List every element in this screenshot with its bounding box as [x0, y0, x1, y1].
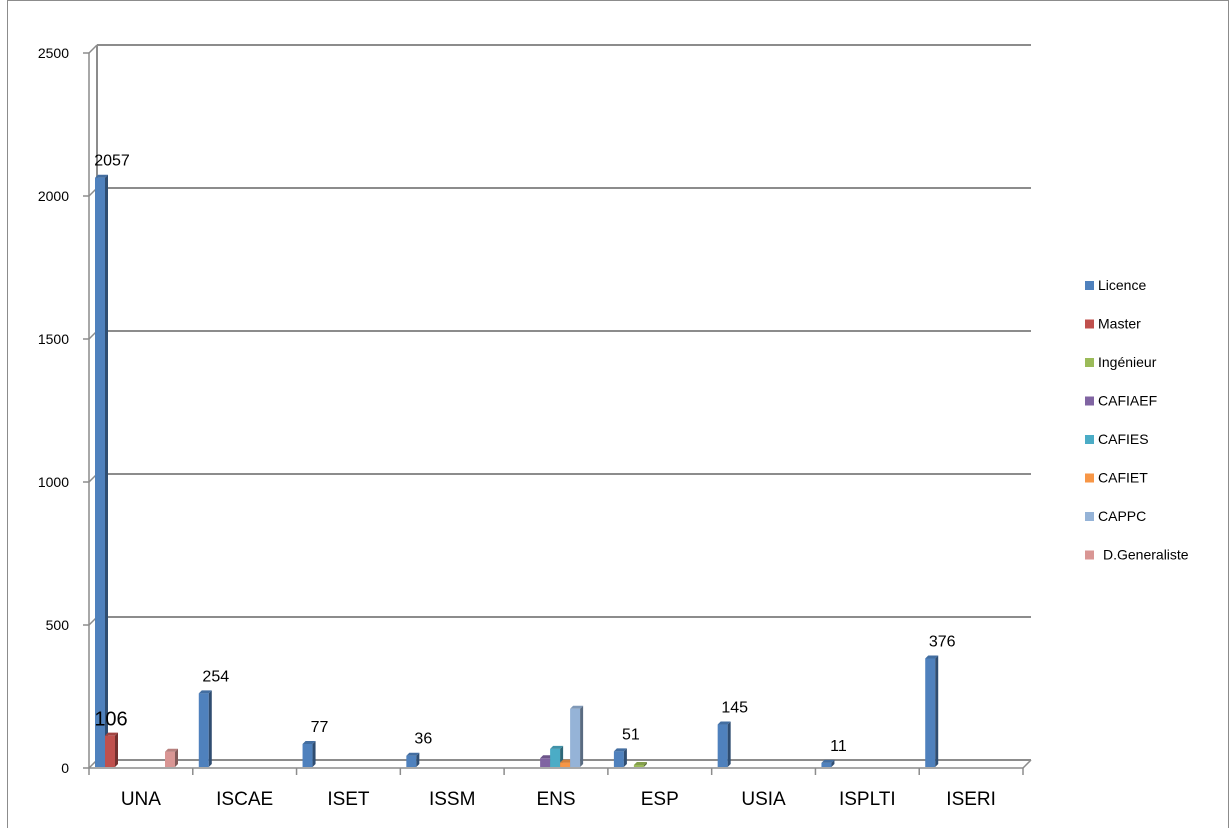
bar-top — [406, 752, 420, 756]
bar-side — [580, 705, 584, 767]
bar-side — [208, 690, 212, 767]
y-tick-label: 1000 — [38, 474, 69, 490]
legend-swatch — [1085, 550, 1094, 560]
legend-label: Master — [1098, 316, 1141, 332]
bar-top — [165, 748, 178, 752]
bar-top — [95, 174, 108, 178]
legend-swatch — [1085, 396, 1094, 406]
data-label: 376 — [929, 633, 956, 650]
legend-swatch — [1085, 358, 1094, 367]
legend-swatch — [1085, 512, 1094, 521]
data-label: 2057 — [94, 153, 130, 170]
data-label: 11 — [830, 738, 847, 755]
legend-label: CAFIET — [1098, 470, 1148, 486]
legend-label: D.Generaliste — [1103, 547, 1189, 563]
bar — [613, 751, 624, 767]
bar — [540, 758, 551, 767]
bar-side — [727, 721, 731, 767]
legend-swatch — [1085, 473, 1094, 483]
bar-side — [175, 748, 178, 767]
bar — [95, 177, 105, 767]
bar — [198, 693, 209, 767]
x-tick-label: ISCAE — [216, 789, 273, 810]
bar-side — [312, 740, 316, 767]
bar-side — [115, 732, 118, 767]
data-label: 36 — [414, 731, 432, 748]
data-label: 106 — [94, 709, 127, 731]
bar — [302, 743, 313, 767]
bar — [717, 724, 728, 767]
bar — [165, 751, 175, 767]
bar-top — [105, 732, 118, 736]
y-tick-label: 0 — [61, 760, 69, 776]
bar-top — [925, 655, 939, 659]
bar — [925, 658, 936, 767]
bar-top — [717, 721, 731, 725]
x-tick-label: ESP — [641, 789, 679, 810]
bar-side — [623, 748, 627, 767]
bar-top — [302, 740, 316, 744]
bar-side — [935, 655, 939, 767]
y-tick-label: 2000 — [38, 188, 69, 204]
bar — [633, 765, 644, 767]
x-tick-label: ISSM — [429, 789, 475, 810]
bar — [550, 748, 561, 767]
bar-top — [198, 690, 212, 694]
legend-label: CAFIES — [1098, 431, 1149, 447]
data-label: 77 — [311, 719, 329, 736]
x-tick-label: ISPLTI — [839, 789, 896, 810]
legend-label: Licence — [1098, 277, 1146, 293]
x-tick-label: ISERI — [946, 789, 996, 810]
legend-label: CAPPC — [1098, 508, 1146, 524]
y-tick-label: 1500 — [38, 331, 69, 347]
legend-swatch — [1085, 281, 1094, 290]
legend-label: CAFIAEF — [1098, 393, 1157, 409]
bar — [560, 762, 571, 767]
chart-frame — [7, 0, 1229, 828]
x-tick-label: ISET — [327, 789, 370, 810]
bar — [821, 762, 832, 767]
bar-side — [105, 174, 108, 767]
bar-top — [570, 705, 584, 709]
bar-side — [831, 759, 835, 767]
bar — [105, 735, 115, 767]
bar-top — [560, 759, 574, 763]
legend-swatch — [1085, 435, 1094, 444]
y-tick-label: 500 — [46, 617, 70, 633]
legend-label: Ingénieur — [1098, 354, 1157, 370]
bar-top — [550, 745, 564, 749]
gridline-depth — [88, 44, 98, 54]
bar-top — [540, 755, 554, 759]
bar-side — [643, 762, 647, 767]
bar-top — [613, 748, 627, 752]
x-tick-label: USIA — [741, 789, 786, 810]
bar-top — [821, 759, 835, 763]
data-label: 254 — [202, 668, 229, 685]
x-tick-label: UNA — [121, 789, 161, 810]
bar-side — [416, 752, 420, 767]
bar — [406, 755, 417, 767]
bar — [570, 708, 581, 767]
floor-edge — [1022, 759, 1032, 769]
legend-swatch — [1085, 319, 1094, 329]
x-tick-label: ENS — [536, 789, 575, 810]
data-label: 51 — [622, 726, 640, 743]
y-tick-label: 2500 — [38, 45, 69, 61]
bar-top — [633, 762, 647, 765]
data-label: 145 — [721, 700, 748, 717]
